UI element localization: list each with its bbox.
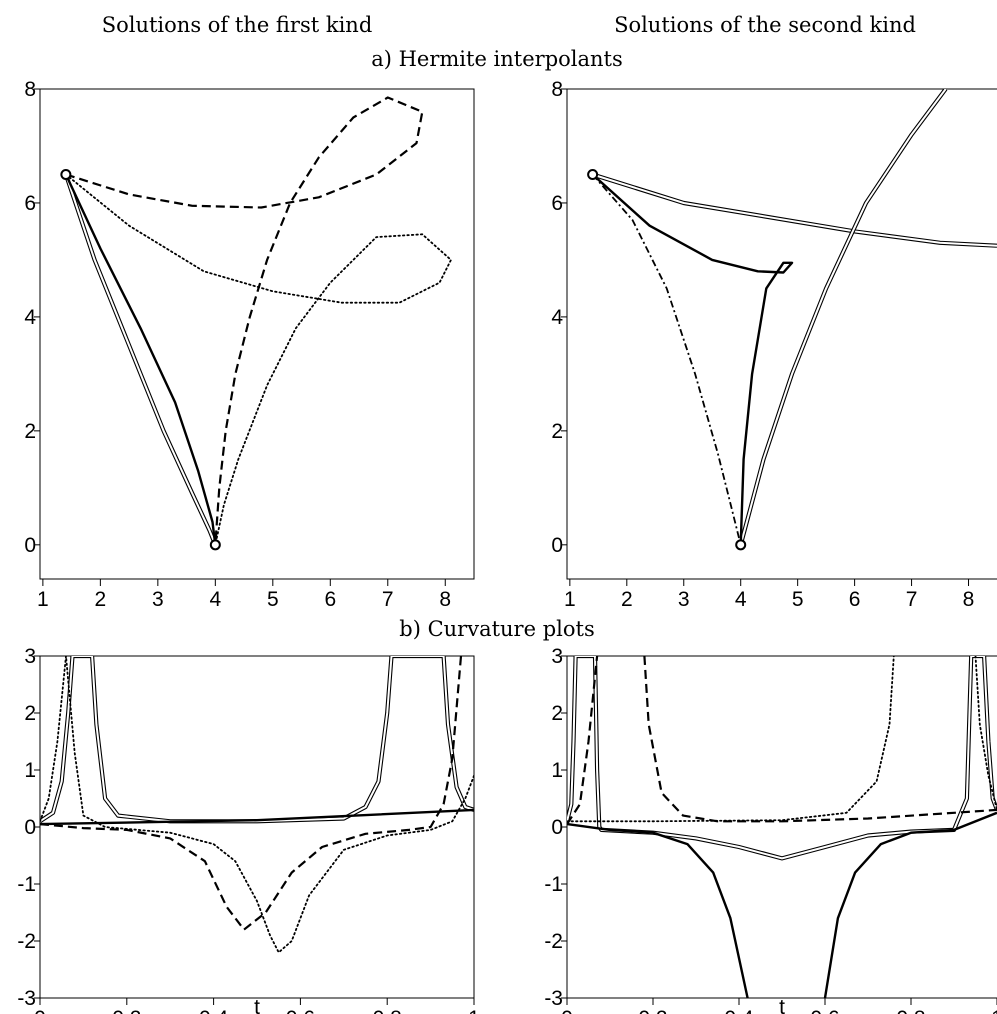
x-tick-label: 2 (621, 588, 633, 611)
y-tick-label: 0 (24, 816, 36, 839)
y-tick-label: 0 (551, 534, 563, 557)
x-tick-label: 5 (792, 588, 804, 611)
series-double-line-inner (567, 656, 997, 860)
x-tick-label: 8 (439, 588, 451, 611)
series-dashed-line (567, 656, 599, 825)
x-tick-label: 8 (963, 588, 975, 611)
series-double-line (63, 173, 218, 546)
y-tick-label: 1 (551, 759, 563, 782)
x-tick-label: 7 (382, 588, 394, 611)
y-tick-label: -1 (17, 873, 36, 896)
series-group (63, 96, 452, 546)
x-axis-label: t (779, 996, 785, 1014)
chart-hermite-second-kind: 1 2 3 4 5 6 7 8 0 2 4 6 8 (551, 78, 997, 611)
x-tick-label: 0.6 (810, 1007, 839, 1014)
series-dotted-line (974, 656, 997, 811)
y-tick-label: 2 (24, 420, 36, 443)
x-tick-label: 1 (991, 1007, 997, 1014)
x-tick-label: 6 (324, 588, 336, 611)
series-solid-line (64, 173, 217, 545)
y-tick-label: 2 (551, 702, 563, 725)
y-tick-label: 2 (24, 702, 36, 725)
y-tick-label: 6 (24, 192, 36, 215)
y-tick-label: 2 (551, 420, 563, 443)
series-group (591, 89, 997, 546)
y-tick-label: 0 (551, 816, 563, 839)
plot-frame (566, 655, 997, 999)
series-double-line-inner (592, 173, 997, 247)
right-column-heading: Solutions of the second kind (614, 13, 916, 37)
series-solid-line (40, 808, 474, 826)
x-tick-label: 2 (95, 588, 107, 611)
x-tick-label: 0.2 (112, 1007, 141, 1014)
x-tick-label: 4 (735, 588, 747, 611)
y-tick-label: -1 (544, 873, 563, 896)
y-tick-label: 6 (551, 192, 563, 215)
y-tick-label: 3 (24, 645, 36, 668)
section-b-heading: b) Curvature plots (399, 617, 594, 641)
endpoint-marker (735, 539, 747, 551)
chart-curvature-second-kind: 0 0.2 0.4 0.6 0.8 1 -3 -2 -1 0 1 2 3 t (544, 645, 997, 1014)
x-tick-label: 0 (561, 1007, 573, 1014)
y-tick-label: -3 (544, 987, 563, 1010)
series-double-line-inner (40, 656, 474, 823)
x-tick-label: 0.2 (638, 1007, 667, 1014)
x-tick-label: 6 (849, 588, 861, 611)
y-tick-label: 0 (24, 534, 36, 557)
x-tick-label: 0.8 (373, 1007, 402, 1014)
y-tick-label: 4 (24, 306, 36, 329)
plot-frame (566, 88, 997, 580)
x-axis-label: t (254, 996, 260, 1014)
endpoint-marker (60, 168, 72, 180)
series-double-line (738, 89, 948, 546)
x-tick-label: 3 (678, 588, 690, 611)
y-tick-label: 4 (551, 306, 563, 329)
y-tick-label: 3 (551, 645, 563, 668)
series-group (567, 656, 997, 998)
x-tick-label: 0.4 (199, 1007, 229, 1014)
x-tick-label: 3 (152, 588, 164, 611)
y-tick-label: 8 (24, 78, 36, 101)
chart-hermite-first-kind: 1 2 3 4 5 6 7 8 0 2 4 6 8 (24, 78, 475, 611)
x-tick-label: 7 (906, 588, 918, 611)
series-solid-line (567, 822, 749, 998)
plot-frame (39, 88, 475, 580)
series-double-line-inner (64, 174, 217, 546)
section-a-heading: a) Hermite interpolants (371, 47, 623, 71)
series-solid-line (823, 811, 997, 998)
x-tick-label: 0.4 (724, 1007, 754, 1014)
x-tick-label: 0.6 (286, 1007, 315, 1014)
y-tick-label: -3 (17, 987, 36, 1010)
series-double-line (591, 172, 997, 248)
series-double-line-inner (739, 89, 947, 546)
series-dashed-line (40, 656, 463, 931)
x-tick-label: 1 (37, 588, 49, 611)
series-double-line (567, 656, 997, 861)
series-dotted-line (40, 656, 474, 954)
endpoint-marker (209, 539, 221, 551)
series-dotted-line (567, 656, 895, 823)
series-dashed-line (643, 656, 997, 823)
y-tick-label: -2 (17, 930, 36, 953)
x-tick-label: 4 (209, 588, 221, 611)
x-tick-label: 1 (468, 1007, 480, 1014)
y-tick-label: 1 (24, 759, 36, 782)
charts: 1 2 3 4 5 6 7 8 0 2 4 6 8 1 2 3 4 5 6 7 8 0 2 4 6 8 0 0.2 0.4 0.6 0.8 1… (17, 78, 997, 1014)
x-tick-label: 5 (267, 588, 279, 611)
y-tick-label: -2 (544, 930, 563, 953)
y-tick-label: 8 (551, 78, 563, 101)
chart-curvature-first-kind: 0 0.2 0.4 0.6 0.8 1 -3 -2 -1 0 1 2 3 t (17, 645, 480, 1014)
endpoint-marker (587, 168, 599, 180)
series-group (40, 656, 474, 954)
x-tick-label: 0.8 (896, 1007, 925, 1014)
series-dashdot-line (591, 173, 742, 546)
x-tick-label: 0 (34, 1007, 46, 1014)
left-column-heading: Solutions of the first kind (102, 13, 373, 37)
x-tick-label: 1 (564, 588, 576, 611)
series-dotted-line (65, 173, 452, 546)
series-dashed-line (65, 96, 424, 545)
series-solid-line (591, 173, 794, 545)
